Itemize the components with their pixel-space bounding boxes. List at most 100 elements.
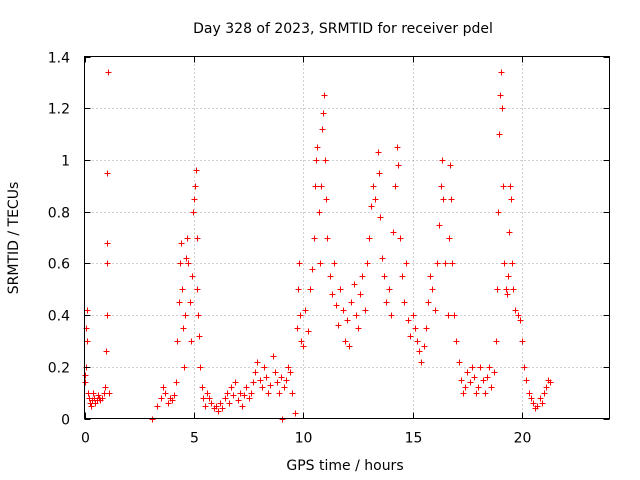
- data-point: [407, 333, 414, 340]
- data-point: [104, 170, 111, 177]
- data-point: [250, 379, 257, 386]
- data-point: [180, 325, 187, 332]
- data-point: [440, 196, 447, 203]
- data-point: [473, 390, 480, 397]
- data-point: [257, 377, 264, 384]
- data-point: [386, 286, 393, 293]
- data-point: [189, 273, 196, 280]
- data-point: [196, 333, 203, 340]
- data-point: [165, 400, 172, 407]
- data-point: [401, 299, 408, 306]
- data-point: [517, 317, 524, 324]
- data-point: [313, 157, 320, 164]
- data-point: [329, 291, 336, 298]
- data-point: [185, 260, 192, 267]
- data-point: [295, 286, 302, 293]
- data-point: [307, 286, 314, 293]
- data-point: [276, 390, 283, 397]
- data-point: [252, 369, 259, 376]
- data-point: [321, 92, 328, 99]
- data-point: [375, 149, 382, 156]
- data-point: [488, 384, 495, 391]
- data-point: [272, 369, 279, 376]
- data-point: [259, 384, 266, 391]
- data-point: [296, 260, 303, 267]
- data-point: [105, 69, 112, 76]
- data-point: [432, 307, 439, 314]
- x-tick-label: 5: [190, 431, 199, 447]
- data-point: [427, 273, 434, 280]
- data-point: [316, 209, 323, 216]
- data-point: [193, 167, 200, 174]
- data-point: [160, 384, 167, 391]
- data-point: [403, 260, 410, 267]
- data-point: [162, 390, 169, 397]
- data-point: [312, 183, 319, 190]
- data-point: [394, 144, 401, 151]
- data-point: [508, 196, 515, 203]
- data-point: [333, 302, 340, 309]
- data-point: [467, 379, 474, 386]
- data-point: [537, 395, 544, 402]
- data-point: [506, 229, 513, 236]
- data-point: [181, 364, 188, 371]
- data-point: [323, 196, 330, 203]
- data-point: [226, 400, 233, 407]
- data-point: [364, 260, 371, 267]
- data-point: [184, 235, 191, 242]
- data-point: [302, 307, 309, 314]
- data-point: [434, 260, 441, 267]
- data-point: [412, 325, 419, 332]
- data-point: [471, 374, 478, 381]
- data-point: [366, 235, 373, 242]
- data-point: [283, 377, 290, 384]
- data-point: [300, 343, 307, 350]
- data-point: [285, 364, 292, 371]
- data-point: [372, 196, 379, 203]
- data-point: [192, 183, 199, 190]
- data-point: [309, 266, 316, 273]
- data-point: [106, 390, 113, 397]
- data-point: [318, 183, 325, 190]
- data-point: [482, 390, 489, 397]
- data-point: [355, 325, 362, 332]
- data-point: [294, 325, 301, 332]
- data-point: [500, 183, 507, 190]
- data-point: [263, 374, 270, 381]
- x-tick-label: 10: [295, 431, 313, 447]
- data-point: [464, 369, 471, 376]
- data-point: [397, 235, 404, 242]
- data-point: [528, 395, 535, 402]
- data-point: [287, 369, 294, 376]
- data-point: [158, 395, 165, 402]
- data-point: [475, 384, 482, 391]
- data-point: [480, 377, 487, 384]
- grid-lines: [84, 56, 610, 419]
- data-point: [456, 359, 463, 366]
- data-point: [149, 416, 156, 423]
- data-point: [359, 273, 366, 280]
- data-point: [213, 403, 220, 410]
- data-point: [239, 403, 246, 410]
- data-point: [171, 392, 178, 399]
- data-point: [173, 379, 180, 386]
- data-point: [278, 374, 285, 381]
- axis-ticks: 0 0.2 0.4 0.6 0.8 1 1.2 1.4 0 5 10 15 20: [48, 51, 610, 447]
- data-point: [222, 395, 229, 402]
- data-point: [270, 353, 277, 360]
- data-point: [439, 157, 446, 164]
- data-point: [176, 299, 183, 306]
- data-point: [453, 338, 460, 345]
- data-point: [348, 299, 355, 306]
- data-point: [368, 203, 375, 210]
- data-point: [279, 416, 286, 423]
- data-point: [182, 312, 189, 319]
- data-point: [319, 126, 326, 133]
- data-point: [499, 105, 506, 112]
- data-point: [523, 377, 530, 384]
- data-point: [342, 338, 349, 345]
- data-point: [241, 392, 248, 399]
- data-point: [495, 209, 502, 216]
- data-point: [460, 390, 467, 397]
- data-point: [405, 317, 412, 324]
